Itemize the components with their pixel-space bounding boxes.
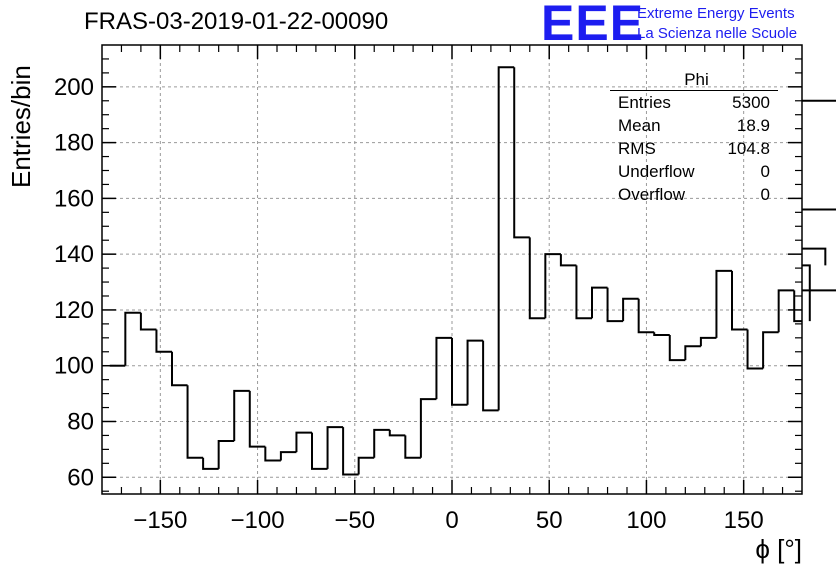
histogram-bin [544, 253, 561, 319]
x-tick-label: −150 [133, 507, 187, 534]
histogram-layer [109, 66, 836, 476]
histogram-bin [357, 456, 375, 475]
histogram-bin [248, 390, 266, 448]
y-tick-label: 100 [54, 353, 94, 380]
stats-value: 5300 [732, 93, 770, 112]
histogram-bin [155, 329, 172, 353]
histogram-bin [451, 337, 468, 406]
stats-label: Overflow [618, 185, 686, 204]
histogram-bin [217, 440, 235, 469]
stats-value: 104.8 [727, 139, 770, 158]
x-tick-label: 0 [445, 507, 458, 534]
chart-title: FRAS-03-2019-01-22-00090 [84, 8, 389, 35]
logo-line-2: La Scienza nelle Scuole [637, 25, 798, 42]
stats-label: Entries [618, 93, 671, 112]
histogram-bin [668, 335, 686, 362]
stats-box: Phi Entries 5300 Mean 18.9 RMS 104.8 Und… [610, 70, 778, 206]
stats-row-underflow: Underflow 0 [610, 160, 778, 183]
histogram-bin [559, 254, 577, 267]
y-tick-label: 200 [54, 74, 94, 101]
histogram-bin [802, 208, 836, 211]
eee-logo: EEE [541, 0, 645, 51]
y-tick-label: 140 [54, 241, 94, 268]
histogram-bin [373, 428, 390, 458]
stats-label: Mean [618, 116, 661, 135]
histogram-bin [762, 331, 779, 369]
histogram-bin [311, 432, 328, 470]
logo-line-1: Extreme Energy Events [637, 5, 795, 22]
histogram-bin [419, 398, 437, 458]
stats-row-entries: Entries 5300 [610, 91, 778, 114]
x-tick-label: 100 [626, 507, 666, 534]
y-tick-label: 80 [67, 408, 94, 435]
histogram-bin [202, 457, 219, 470]
grid-layer [102, 45, 802, 494]
histogram-bin [264, 446, 281, 462]
stats-row-rms: RMS 104.8 [610, 137, 778, 160]
histogram-bin [124, 311, 141, 366]
histogram-bin [575, 265, 592, 320]
histogram-bin [295, 431, 312, 453]
histogram-bin [777, 289, 795, 333]
y-tick-label: 60 [67, 464, 94, 491]
histogram-bin [731, 270, 748, 331]
stats-value: 18.9 [736, 116, 770, 135]
histogram-bin [684, 345, 701, 361]
histogram-bin [404, 435, 421, 459]
histogram-bin [528, 237, 546, 320]
histogram-bin [342, 427, 359, 476]
histogram-bin [388, 429, 406, 437]
histogram-bin [186, 385, 204, 459]
x-axis-label: ϕ [°] [755, 534, 802, 564]
histogram-bin [715, 269, 732, 338]
stats-row-mean: Mean 18.9 [610, 114, 778, 137]
y-tick-label: 180 [54, 130, 94, 157]
stats-row-overflow: Overflow 0 [610, 183, 778, 206]
histogram-bin [802, 247, 827, 266]
histogram-bin [653, 332, 670, 337]
histogram-bin [802, 264, 811, 322]
x-tick-label: −100 [231, 507, 285, 534]
histogram-bin [637, 298, 655, 334]
y-tick-label: 160 [54, 185, 94, 212]
histogram-bin [233, 389, 250, 442]
stats-label: Underflow [618, 162, 695, 181]
histogram-bin [139, 312, 157, 331]
histogram-bin [746, 329, 764, 370]
histogram-bin [513, 67, 530, 239]
histogram-bin [466, 339, 484, 405]
histogram-bin [802, 289, 836, 292]
histogram-bin [482, 340, 499, 412]
x-tick-label: 50 [536, 507, 563, 534]
histogram-bin [435, 336, 452, 400]
histogram-bin [699, 336, 717, 347]
tick-layer: −150 −100 −50 0 50 100 150 60 80 100 120 140 160 180 2… [54, 45, 802, 534]
histogram-bin [279, 451, 297, 461]
histogram-bin [606, 287, 624, 323]
histogram-bin [591, 286, 608, 319]
histogram-bin [793, 290, 802, 323]
histogram-bin [171, 351, 188, 387]
stats-value: 0 [760, 162, 770, 181]
stats-value: 0 [760, 185, 770, 204]
stats-label: RMS [618, 139, 656, 158]
y-axis-label: Entries/bin [6, 65, 36, 188]
y-tick-label: 120 [54, 297, 94, 324]
histogram-bin [326, 426, 344, 469]
histogram-bin [622, 297, 639, 322]
stats-title: Phi [610, 70, 778, 91]
histogram-bin [497, 66, 515, 411]
x-tick-label: 150 [724, 507, 764, 534]
x-tick-label: −50 [334, 507, 375, 534]
histogram-bin [802, 99, 836, 102]
